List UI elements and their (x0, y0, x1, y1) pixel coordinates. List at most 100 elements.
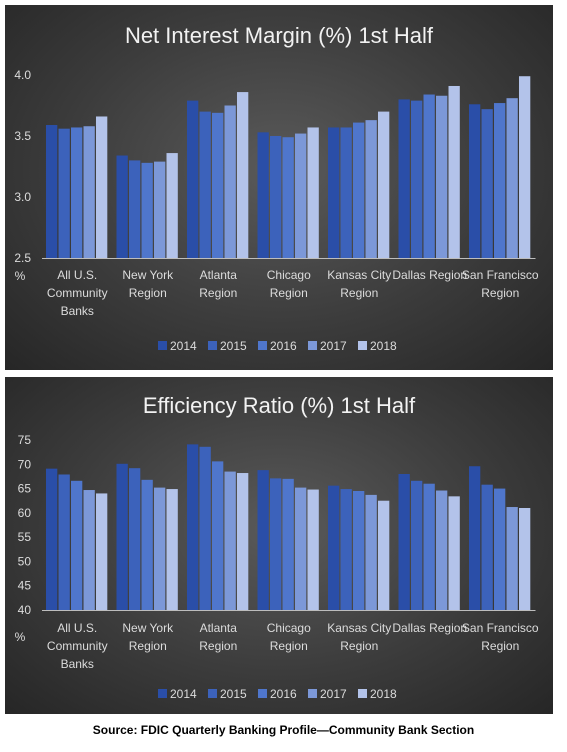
bar (353, 122, 365, 258)
chart-title: Efficiency Ratio (%) 1st Half (143, 393, 416, 418)
legend-label: 2018 (370, 339, 397, 353)
legend-swatch (208, 689, 217, 698)
legend-label: 2018 (370, 687, 397, 701)
bar (423, 94, 435, 259)
legend-label: 2014 (170, 687, 197, 701)
bar (116, 155, 128, 258)
bar (212, 461, 224, 610)
bar (506, 98, 518, 259)
category-label: Kansas City (327, 621, 391, 635)
bar (469, 466, 481, 610)
bar (519, 508, 531, 610)
category-label: Community (47, 286, 108, 300)
legend-swatch (158, 341, 167, 350)
bar (257, 132, 269, 258)
bar (295, 133, 307, 258)
legend-label: 2016 (270, 687, 297, 701)
bar (365, 494, 377, 610)
bar (282, 478, 294, 610)
bar (378, 111, 390, 258)
bar (481, 484, 493, 610)
category-label: Banks (61, 657, 94, 671)
bar (141, 162, 153, 258)
bar (494, 488, 506, 610)
category-label: Atlanta (200, 621, 238, 635)
category-label: Chicago (267, 621, 311, 635)
bar (519, 76, 531, 258)
y-tick-label: 40 (18, 603, 32, 617)
bar (199, 111, 211, 258)
category-label: New York (122, 621, 174, 635)
legend-label: 2015 (220, 687, 247, 701)
bar (295, 487, 307, 610)
bar (237, 92, 249, 258)
bar (166, 489, 178, 610)
bar (270, 136, 282, 258)
category-label: Region (340, 286, 378, 300)
bar (141, 479, 153, 610)
efficiency-ratio-chart: Efficiency Ratio (%) 1st Half 40 45 50 55 60 6… (5, 377, 553, 714)
net-interest-margin-svg: Net Interest Margin (%) 1st Half 2.5 3.0 3.… (14, 23, 539, 353)
bar (58, 128, 70, 258)
category-label: Region (481, 639, 519, 653)
bar (328, 485, 340, 610)
y-tick-label: 55 (18, 530, 32, 544)
legend-swatch (258, 341, 267, 350)
bar (46, 468, 58, 610)
category-label: Dallas Region (392, 268, 467, 282)
bar (237, 473, 249, 610)
bar (224, 471, 236, 610)
efficiency-ratio-svg: Efficiency Ratio (%) 1st Half 40 45 50 55 60 6… (15, 393, 539, 701)
y-axis-label: % (15, 630, 26, 644)
bar (506, 507, 518, 610)
bar (282, 137, 294, 258)
bar (166, 153, 178, 258)
bar (199, 446, 211, 610)
category-label: Region (481, 286, 519, 300)
legend-swatch (308, 689, 317, 698)
category-label: All U.S. (57, 621, 97, 635)
bar (411, 100, 423, 259)
bar (212, 112, 224, 258)
y-tick-label: 2.5 (14, 251, 31, 265)
bar (448, 496, 460, 610)
bar (83, 126, 95, 259)
legend-swatch (258, 689, 267, 698)
category-label: New York (122, 268, 174, 282)
category-label: Region (270, 639, 308, 653)
bar (423, 483, 435, 610)
legend-swatch (158, 689, 167, 698)
bar (398, 474, 410, 610)
bar (411, 480, 423, 610)
y-tick-label: 3.5 (14, 129, 31, 143)
bar (448, 85, 460, 258)
bar (481, 109, 493, 258)
net-interest-margin-chart: Net Interest Margin (%) 1st Half 2.5 3.0 3.… (5, 5, 553, 370)
y-tick-label: 75 (18, 433, 32, 447)
bar (270, 478, 282, 610)
bar (224, 105, 236, 258)
legend-swatch (358, 689, 367, 698)
source-caption: Source: FDIC Quarterly Banking Profile—C… (92, 723, 475, 737)
bar (71, 127, 83, 259)
bar (340, 127, 352, 259)
category-label: Banks (61, 304, 94, 318)
category-label: All U.S. (57, 268, 97, 282)
bar (154, 487, 166, 610)
bar (257, 470, 269, 610)
category-label: San Francisco (462, 621, 539, 635)
bar (398, 99, 410, 259)
bar (436, 95, 448, 259)
category-label: Region (129, 639, 167, 653)
category-label: San Francisco (462, 268, 539, 282)
legend-label: 2016 (270, 339, 297, 353)
y-tick-label: 60 (18, 506, 32, 520)
bar (469, 104, 481, 258)
bar (96, 116, 108, 258)
bar (154, 161, 166, 258)
bar (378, 500, 390, 610)
category-label: Region (199, 286, 237, 300)
category-label: Atlanta (200, 268, 238, 282)
bar (353, 491, 365, 610)
bar (46, 125, 58, 259)
